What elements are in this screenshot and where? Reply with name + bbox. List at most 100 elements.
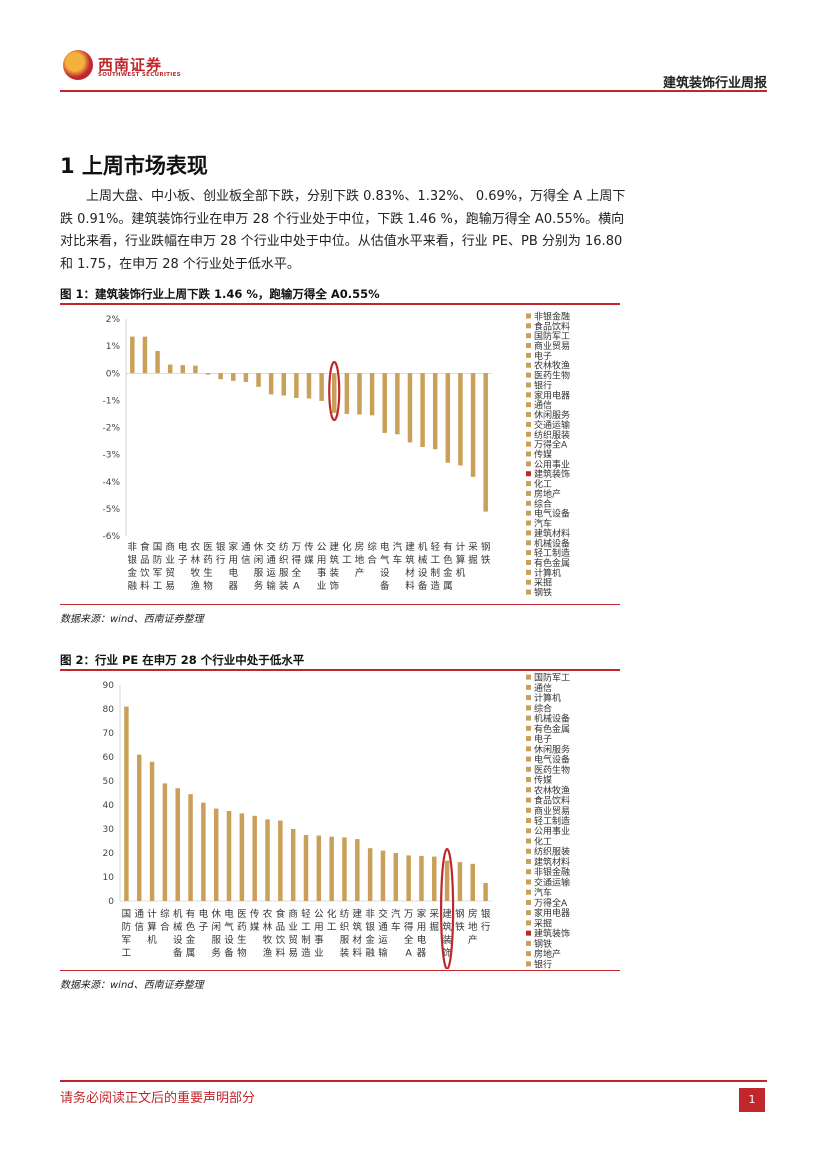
bar <box>180 365 186 374</box>
bar <box>243 373 249 382</box>
x-tick-label: 农林牧渔 <box>263 908 273 959</box>
bar <box>444 860 450 901</box>
bar <box>380 850 386 901</box>
bar <box>142 336 148 374</box>
legend-swatch <box>526 461 531 467</box>
legend-swatch <box>526 879 531 885</box>
legend-swatch <box>526 510 531 516</box>
legend-label: 家用电器 <box>534 389 570 401</box>
x-tick-label: 电气设备 <box>380 541 390 592</box>
legend-swatch <box>526 382 531 388</box>
bar <box>407 373 413 443</box>
legend-label: 万得全A <box>534 897 568 909</box>
bar <box>432 373 438 450</box>
legend-label: 采掘 <box>534 577 552 589</box>
y-tick-label: 90 <box>103 681 115 691</box>
x-tick-label: 交通运输 <box>266 541 276 592</box>
legend-label: 化工 <box>534 835 552 847</box>
legend-swatch <box>526 869 531 875</box>
highlight-ellipse <box>440 847 455 969</box>
legend-swatch <box>526 323 531 329</box>
y-tick-label: 40 <box>103 801 115 811</box>
bar <box>162 783 168 901</box>
bar <box>252 815 257 901</box>
legend-label: 房地产 <box>534 948 561 960</box>
y-tick-label: -4% <box>102 478 120 488</box>
x-tick-label: 银行 <box>216 541 226 566</box>
x-tick-label: 通信 <box>134 909 144 933</box>
x-tick-label: 建筑装饰 <box>329 541 339 592</box>
legend-swatch <box>526 807 531 813</box>
x-tick-label: 万得全 A <box>404 909 414 959</box>
bar <box>457 862 463 901</box>
legend-label: 电子 <box>534 733 552 745</box>
legend-swatch <box>526 530 531 536</box>
figure1-bottom-rule <box>60 604 620 605</box>
bar <box>355 839 360 901</box>
legend-label: 计算机 <box>534 692 561 704</box>
bar <box>149 761 155 901</box>
x-tick-label: 计算机 <box>147 908 157 946</box>
legend-label: 采掘 <box>534 917 552 929</box>
legend-label: 家用电器 <box>534 907 570 919</box>
bar <box>256 373 261 387</box>
x-tick-label: 化工 <box>342 541 352 566</box>
bar <box>367 848 373 901</box>
legend-label: 银行 <box>534 958 552 969</box>
legend-label: 汽车 <box>534 518 552 530</box>
legend-swatch <box>526 441 531 447</box>
figure1-title: 图 1：建筑装饰行业上周下跌 1.46 %，跑输万得全 A0.55% <box>60 287 380 301</box>
legend-label: 综合 <box>534 498 552 510</box>
x-tick-label: 机械设备 <box>418 541 428 592</box>
legend-swatch <box>526 940 531 946</box>
legend-label: 农林牧渔 <box>534 360 570 372</box>
bar <box>201 802 206 901</box>
legend-label: 传媒 <box>534 449 552 461</box>
figure2-title: 图 2：行业 PE 在申万 28 个行业中处于低水平 <box>60 653 305 667</box>
x-tick-label: 电子 <box>178 541 188 566</box>
bar <box>395 373 400 435</box>
x-tick-label: 农林牧渔 <box>191 541 201 592</box>
bar <box>445 373 451 463</box>
legend-label: 国防军工 <box>534 330 570 342</box>
x-tick-label: 家用电器 <box>229 541 239 592</box>
legend-label: 机械设备 <box>534 713 570 725</box>
y-tick-label: 0% <box>106 369 121 379</box>
x-tick-label: 公用事业 <box>317 542 327 592</box>
x-tick-label: 机械设备 <box>173 908 183 959</box>
company-logo: 西南证券 SOUTHWEST SECURITIES <box>60 50 190 86</box>
figure2-top-rule <box>60 669 620 671</box>
logo-name-en: SOUTHWEST SECURITIES <box>98 72 181 78</box>
legend-swatch <box>526 579 531 585</box>
bar <box>175 788 180 901</box>
x-tick-label: 传媒 <box>304 541 314 566</box>
legend-label: 公用事业 <box>534 458 570 470</box>
legend-swatch <box>526 674 531 680</box>
legend-label: 纺织服装 <box>534 429 570 441</box>
x-tick-label: 钢铁 <box>455 908 465 933</box>
bar <box>483 883 488 901</box>
legend-label: 电气设备 <box>534 508 570 520</box>
legend-swatch <box>526 481 531 487</box>
bar <box>303 835 309 901</box>
x-tick-label: 国防军工 <box>153 542 163 592</box>
bar <box>155 351 160 374</box>
x-tick-label: 有色金属 <box>186 908 196 959</box>
legend-label: 医药生物 <box>534 370 570 382</box>
bar <box>130 336 135 374</box>
legend-swatch <box>526 550 531 556</box>
legend-swatch <box>526 746 531 752</box>
bar <box>420 373 425 448</box>
legend-label: 休闲服务 <box>534 409 570 421</box>
legend-swatch <box>526 313 531 319</box>
legend-label: 电气设备 <box>534 754 570 766</box>
bar <box>167 364 173 374</box>
bar <box>342 837 347 901</box>
bar <box>357 373 362 415</box>
legend-label: 化工 <box>534 478 552 490</box>
paragraph-text: 上周大盘、中小板、创业板全部下跌，分别下跌 0.83%、1.32%、 0.69%… <box>60 189 626 272</box>
bar <box>231 373 236 381</box>
legend-swatch <box>526 451 531 457</box>
x-tick-label: 非银金融 <box>365 908 375 959</box>
legend-swatch <box>526 559 531 565</box>
